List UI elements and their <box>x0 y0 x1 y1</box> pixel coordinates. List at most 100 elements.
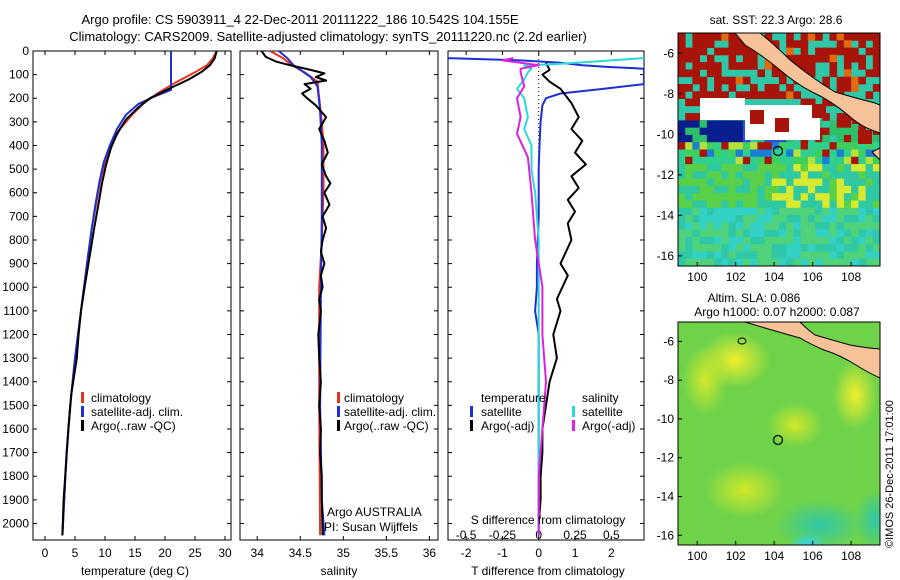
series-line-climatology <box>269 51 325 536</box>
sst-cell <box>865 47 874 56</box>
lon-tick-label: 104 <box>764 549 784 563</box>
sst-cell <box>764 156 773 165</box>
sst-cell <box>764 244 773 252</box>
sst-cell <box>750 164 758 172</box>
sst-cell <box>786 91 794 99</box>
sst-cell <box>800 178 809 187</box>
sst-cell <box>771 236 780 245</box>
sst-cell <box>714 222 722 230</box>
sst-cell <box>750 178 758 187</box>
sst-cell <box>800 244 809 252</box>
sla-map-field <box>678 322 880 545</box>
x-tick-label: 15 <box>128 546 142 560</box>
sst-cell <box>865 236 874 245</box>
sst-cell <box>836 84 845 92</box>
x-tick-label: 2 <box>608 546 615 560</box>
y-tick-label: 300 <box>9 115 29 129</box>
sst-cell <box>692 69 700 78</box>
sst-cell <box>764 185 773 194</box>
sst-cell <box>699 215 708 223</box>
sst-cell <box>678 62 686 70</box>
sst-cell <box>815 222 823 230</box>
sst-cell <box>750 185 758 194</box>
sst-cell <box>685 120 693 129</box>
temperature-legend: climatology satellite-adj. clim. Argo(..… <box>81 391 183 433</box>
sst-cell <box>851 84 859 92</box>
sst-cell <box>735 134 744 143</box>
sst-cell <box>815 171 823 179</box>
sst-cell <box>685 69 693 78</box>
sst-cell <box>779 251 787 260</box>
sst-cell <box>699 258 708 266</box>
s-tick-label: -0.25 <box>489 528 517 542</box>
s-difference-axis-label: S difference from climatology <box>471 513 626 527</box>
lat-tick-label: -6 <box>663 334 674 348</box>
sst-cell <box>678 178 686 187</box>
sst-cell <box>865 251 874 260</box>
sst-cell <box>685 134 693 143</box>
sst-cell <box>728 149 737 158</box>
sst-cell <box>706 156 715 165</box>
sst-cell <box>764 207 773 216</box>
sst-cell <box>815 33 823 41</box>
sst-cell <box>685 156 693 165</box>
sst-cell <box>742 193 751 201</box>
sst-cell <box>779 178 787 187</box>
sst-cell <box>822 156 830 165</box>
sst-cell <box>872 62 880 70</box>
legend-marker-sal-satellite <box>572 406 575 417</box>
sst-cell <box>678 215 686 223</box>
sst-cell <box>728 229 737 238</box>
sst-cell <box>728 120 737 129</box>
sst-cell <box>692 127 700 136</box>
salinity-panel: 34 34.5 35 35.5 36 salinity climatology sate… <box>239 50 439 578</box>
sst-cell <box>699 91 708 99</box>
sst-cell <box>764 200 773 209</box>
sst-cell <box>872 200 880 209</box>
sst-cell <box>771 222 780 230</box>
sst-cell <box>851 164 859 172</box>
sst-cell <box>843 127 852 136</box>
sst-cell <box>807 222 816 230</box>
sst-cell <box>742 47 751 56</box>
sst-cell <box>714 171 722 179</box>
sst-cell <box>872 178 880 187</box>
sst-cell <box>685 215 693 223</box>
sst-cell <box>750 193 758 201</box>
sla-map-frame <box>677 321 881 546</box>
sst-cell <box>757 207 765 216</box>
sst-cell <box>829 47 838 56</box>
sst-cell <box>699 222 708 230</box>
sst-cell <box>843 40 852 48</box>
sst-cell <box>786 251 794 260</box>
sst-cell <box>692 236 700 245</box>
sst-cell <box>800 164 809 172</box>
sst-cell <box>836 251 845 260</box>
legend-label-argo: Argo(..raw -QC) <box>344 419 429 433</box>
sst-cell <box>851 149 859 158</box>
sst-cell <box>764 91 773 99</box>
sst-cell <box>858 215 866 223</box>
sst-cell <box>815 193 823 201</box>
sst-cell <box>771 40 780 48</box>
sst-cell <box>721 178 729 187</box>
sst-cell <box>843 156 852 165</box>
sst-cell <box>728 258 737 266</box>
x-tick-label: 5 <box>72 546 79 560</box>
sst-cell <box>771 149 780 158</box>
sst-cell <box>692 40 700 48</box>
series-line-argo-raw-qc <box>260 51 332 536</box>
sst-cell <box>800 229 809 238</box>
sst-cell <box>742 54 751 63</box>
sst-cell <box>699 185 708 194</box>
sst-cell <box>836 47 845 56</box>
sst-cell <box>706 120 715 129</box>
sst-cell <box>851 156 859 165</box>
sst-cell <box>735 76 744 85</box>
sst-cell <box>800 149 809 158</box>
sst-cell <box>872 251 880 260</box>
sst-cell <box>793 178 801 187</box>
sst-cell <box>699 200 708 209</box>
sst-cell <box>771 91 780 99</box>
temperature-profiles <box>61 51 218 536</box>
